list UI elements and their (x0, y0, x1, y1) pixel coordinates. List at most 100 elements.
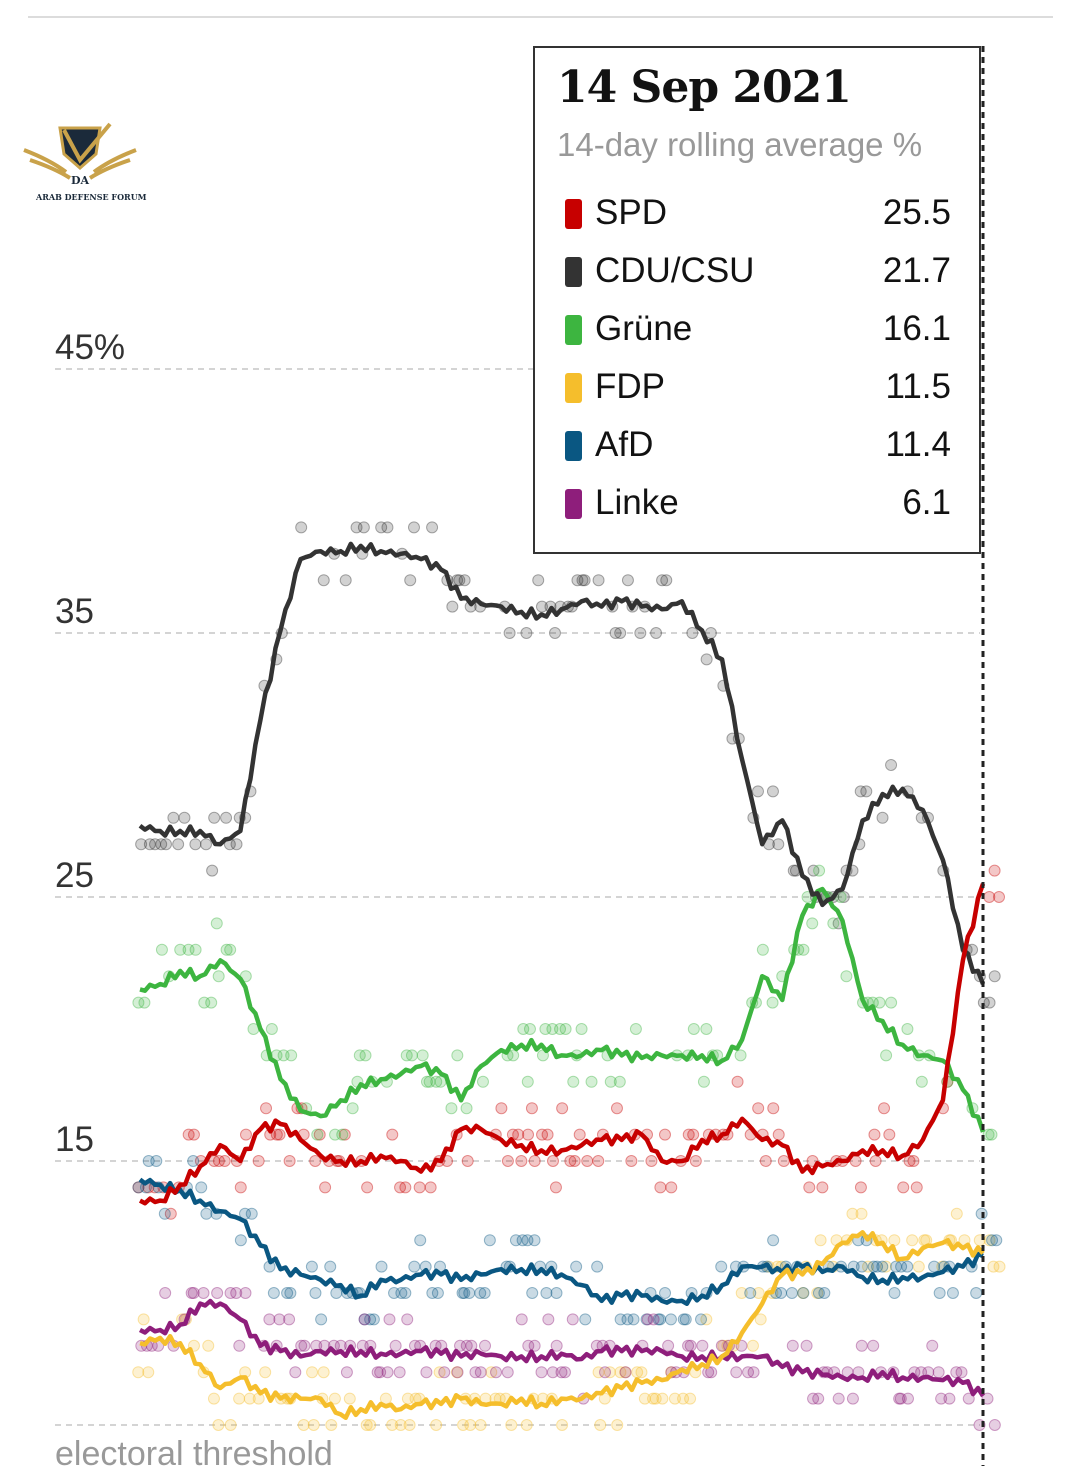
poll-dot (868, 1128, 881, 1141)
poll-dot (813, 864, 826, 877)
poll-dot (897, 1181, 910, 1194)
poll-dot (901, 1023, 914, 1035)
poll-dot (556, 1102, 569, 1115)
poll-dot (521, 1234, 534, 1247)
poll-dot (614, 627, 627, 639)
poll-dot (420, 1366, 433, 1379)
poll-dot (137, 1313, 150, 1326)
poll-dot (649, 1392, 662, 1405)
poll-dot (273, 1128, 286, 1141)
poll-dot (336, 1128, 349, 1141)
poll-dot (970, 1287, 983, 1299)
poll-dot (559, 1023, 572, 1035)
poll-dot (317, 574, 330, 587)
poll-dot (609, 627, 622, 639)
poll-dot (715, 1339, 728, 1352)
poll-dot (535, 600, 548, 613)
poll-dot (202, 1339, 215, 1352)
poll-dot (854, 1181, 867, 1194)
poll-dot (515, 1313, 528, 1326)
poll-dot (700, 1023, 713, 1035)
poll-dot (501, 1155, 514, 1167)
poll-dot (503, 627, 516, 639)
legend-value: 25.5 (882, 193, 951, 232)
poll-dot (581, 1155, 594, 1167)
legend-party: FDP (595, 367, 665, 406)
poll-dot (198, 996, 211, 1009)
poll-dot (754, 1313, 767, 1326)
poll-dot (233, 1339, 246, 1352)
poll-dot (862, 1260, 875, 1273)
poll-dot (832, 1392, 845, 1405)
poll-dot (207, 1392, 220, 1405)
poll-dot (591, 1260, 604, 1273)
poll-dot (358, 1313, 371, 1326)
poll-dot (297, 1419, 310, 1431)
poll-dot (988, 970, 1001, 983)
poll-dot (705, 1366, 718, 1379)
poll-dot (665, 1181, 678, 1194)
legend-row-afd: AfD 11.4 (565, 425, 951, 469)
poll-dot (567, 1075, 580, 1088)
poll-dot (647, 1313, 660, 1326)
poll-dot (867, 1260, 880, 1273)
poll-dot (197, 1287, 210, 1299)
poll-dot (797, 1287, 810, 1299)
poll-dot (677, 1392, 690, 1405)
poll-dot (521, 1075, 534, 1088)
poll-dot (464, 1419, 477, 1431)
poll-dot (943, 1392, 956, 1405)
poll-dot (983, 996, 996, 1009)
poll-dot (752, 1102, 765, 1115)
poll-dot (742, 1366, 755, 1379)
poll-dot (647, 1392, 660, 1405)
poll-dot (456, 1287, 469, 1299)
poll-dot (860, 785, 873, 798)
poll-dot (772, 1128, 785, 1141)
poll-dot (933, 1287, 946, 1299)
poll-dot (744, 1287, 757, 1299)
poll-dot (445, 1102, 458, 1115)
watermark-mark: DA (71, 174, 90, 187)
poll-dot (212, 1155, 225, 1167)
poll-dot (329, 1128, 342, 1141)
poll-dot (142, 1155, 155, 1167)
y-tick-label: 15 (55, 1120, 94, 1159)
poll-dot (212, 970, 225, 983)
poll-dot (187, 1128, 200, 1141)
poll-dot (634, 627, 647, 639)
poll-dot (501, 1366, 514, 1379)
poll-dot (656, 574, 669, 587)
poll-dot (614, 1366, 627, 1379)
poll-dot (328, 1392, 341, 1405)
poll-dot (751, 785, 764, 798)
poll-dot (283, 1155, 296, 1167)
poll-dot (399, 1181, 412, 1194)
poll-dot (220, 943, 233, 956)
poll-dot (532, 574, 545, 587)
poll-dot (528, 1155, 541, 1167)
poll-dot (599, 1366, 612, 1379)
series-line-grne (139, 886, 986, 1133)
poll-dot (907, 1155, 920, 1167)
poll-dot (469, 1366, 482, 1379)
poll-dot (426, 1287, 439, 1299)
poll-dot (307, 1419, 320, 1431)
series-line-cducsu (138, 541, 986, 985)
poll-dot (399, 1287, 412, 1299)
poll-dot (715, 1260, 728, 1273)
poll-dot (629, 1023, 642, 1035)
poll-dot (635, 1366, 648, 1379)
legend-row-cducsu: CDU/CSU 21.7 (565, 251, 951, 295)
poll-dot (220, 811, 233, 824)
poll-dot (142, 1366, 155, 1379)
poll-dot (135, 838, 148, 851)
series-line-afd (138, 1177, 984, 1307)
poll-dot (734, 1049, 747, 1062)
poll-dot (993, 891, 1006, 903)
poll-dot (367, 1313, 380, 1326)
poll-dot (592, 1155, 605, 1167)
poll-dot (407, 521, 420, 534)
poll-dot (239, 1128, 252, 1141)
poll-dot (277, 1049, 290, 1062)
